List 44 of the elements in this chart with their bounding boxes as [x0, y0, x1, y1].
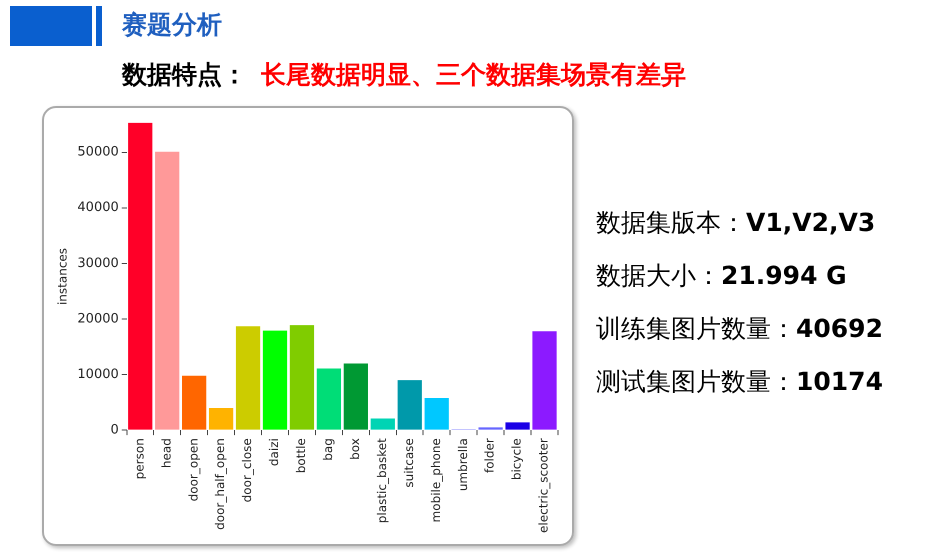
bar: [262, 330, 288, 430]
y-tick-label: 20000: [77, 311, 119, 326]
x-tick-label: bicycle: [510, 438, 524, 480]
bar: [155, 152, 180, 430]
x-tick-label: daizi: [267, 438, 282, 466]
bar: [505, 422, 530, 430]
bar: [344, 363, 368, 430]
y-tick-label: 30000: [77, 256, 119, 271]
chart-subtitle: 数据特点：: [122, 60, 247, 89]
bar: [532, 331, 557, 430]
x-tick-label: suitcase: [402, 438, 416, 488]
x-tick-label: door_close: [240, 438, 254, 502]
bar: [236, 326, 260, 430]
x-tick-label: bottle: [294, 438, 308, 474]
x-tick-label: electric_scooter: [536, 438, 551, 534]
text: 数据集版本：V1,V2,V3: [596, 207, 876, 239]
x-tick-label: plastic_basket: [374, 438, 389, 524]
x-tick-label: person: [132, 438, 146, 480]
bar: [424, 398, 449, 430]
x-tick-label: umbrella: [456, 438, 470, 492]
x-tick-label: box: [348, 438, 362, 460]
x-tick-label: folder: [482, 438, 497, 474]
y-axis-title: instances: [55, 248, 70, 306]
y-tick-label: 40000: [77, 200, 119, 216]
x-tick-label: bag: [321, 438, 336, 461]
bar: [182, 376, 206, 430]
x-tick-label: mobile_phone: [428, 438, 443, 522]
x-tick-label: door_open: [186, 438, 200, 502]
y-tick-label: 10000: [77, 366, 119, 382]
text: 长尾数据明显、三个数据集场景有差异: [261, 60, 686, 89]
bar: [398, 380, 422, 430]
x-tick-label: door_half_open: [213, 438, 228, 530]
text: 数据大小：21.994 G: [596, 260, 848, 292]
y-tick-label: 0: [110, 422, 119, 438]
y-tick-label: 50000: [77, 144, 119, 160]
x-tick-label: head: [159, 438, 174, 468]
text: 测试集图片数量：10174: [596, 366, 883, 398]
text: 训练集图片数量：40692: [596, 313, 883, 345]
bar: [370, 418, 395, 430]
chart-title: 赛题分析: [122, 9, 222, 41]
bar: [208, 408, 234, 430]
bar: [290, 325, 314, 430]
bar: [128, 122, 152, 430]
bar: [316, 368, 342, 430]
